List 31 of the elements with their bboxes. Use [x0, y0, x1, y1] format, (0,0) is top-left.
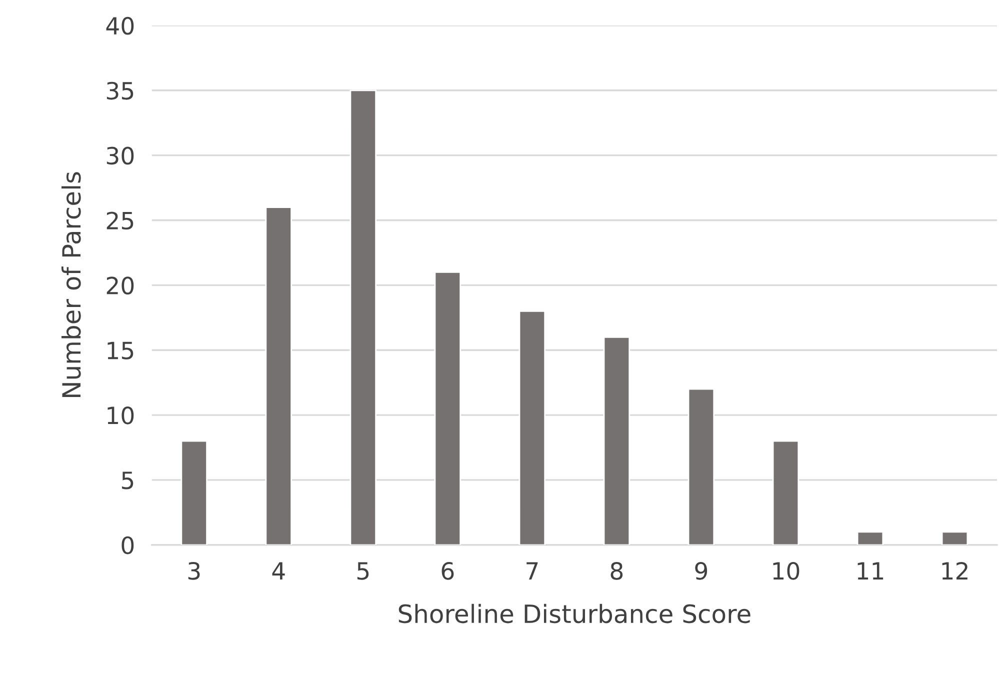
- bar: [180, 440, 208, 545]
- x-tick-label: 5: [357, 562, 369, 580]
- y-axis-title: Number of Parcels: [61, 172, 81, 397]
- y-tick-label: 5: [122, 472, 134, 490]
- y-tick-label: 15: [108, 342, 134, 360]
- x-tick-label: 12: [942, 562, 968, 580]
- y-tick-label: 20: [106, 276, 134, 294]
- bar: [688, 388, 715, 545]
- y-tick-label: 25: [106, 212, 134, 230]
- x-tick-label: 7: [526, 562, 538, 580]
- x-tick-label: 11: [858, 562, 884, 580]
- y-tick-label: 35: [106, 82, 134, 100]
- y-tick-label: 10: [108, 406, 134, 424]
- bar: [856, 531, 884, 545]
- bar: [772, 440, 800, 545]
- y-tick-label: 30: [106, 146, 134, 165]
- x-tick-label: 3: [188, 562, 200, 580]
- bar: [603, 336, 630, 545]
- bar: [265, 206, 292, 545]
- x-tick-label: 9: [695, 562, 708, 580]
- y-tick-label: 0: [122, 536, 134, 554]
- x-tick-label: 8: [610, 562, 623, 580]
- bar: [518, 310, 546, 545]
- x-axis-title: Shoreline Disturbance Score: [398, 604, 750, 624]
- x-tick-label: 10: [773, 562, 800, 580]
- x-tick-label: 4: [272, 562, 285, 580]
- bar: [941, 531, 968, 545]
- bar: [350, 90, 377, 545]
- bar: [434, 271, 462, 545]
- x-tick-label: 6: [442, 562, 454, 580]
- y-tick-label: 40: [106, 16, 134, 35]
